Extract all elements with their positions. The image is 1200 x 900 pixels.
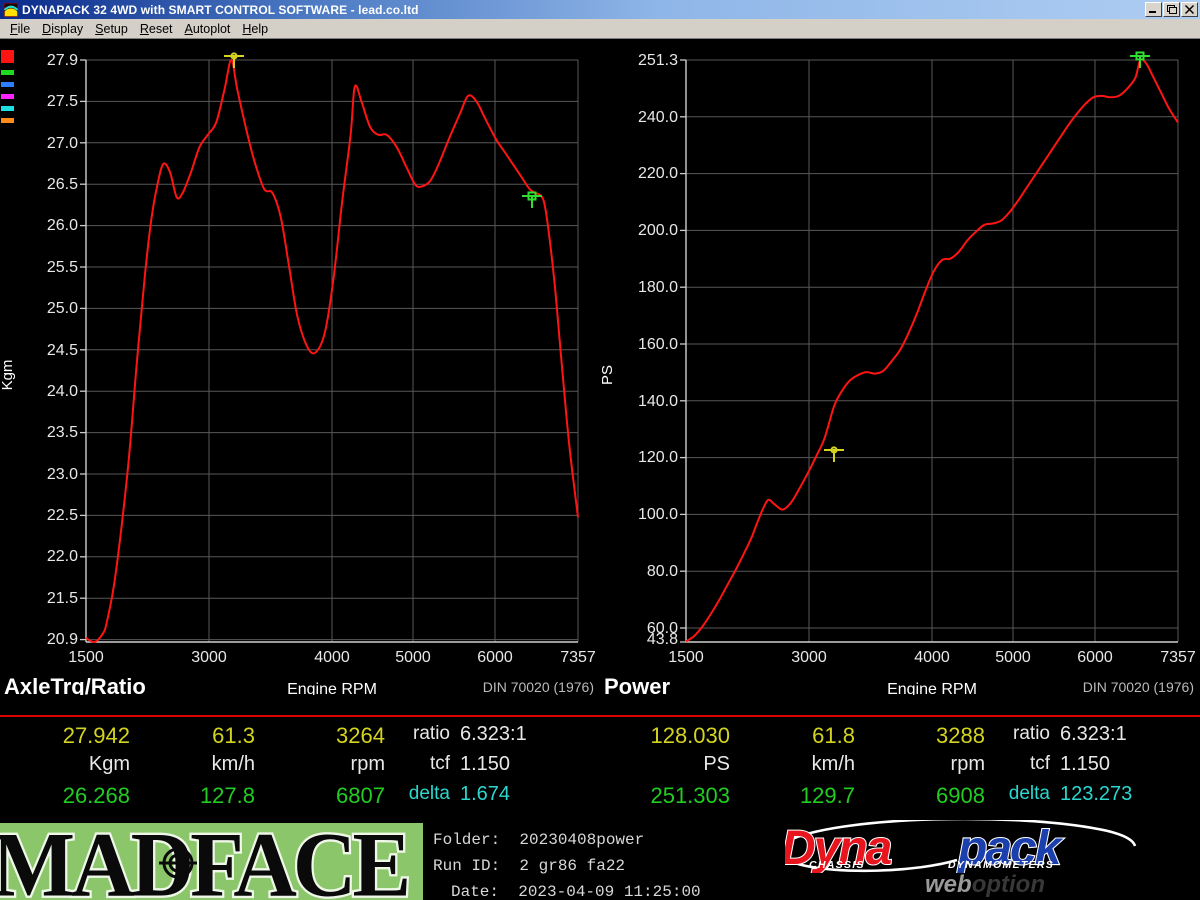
svg-text:80.0: 80.0 <box>647 563 678 580</box>
svg-text:160.0: 160.0 <box>638 336 678 353</box>
svg-text:25.5: 25.5 <box>47 259 78 276</box>
svg-text:DIN 70020 (1976): DIN 70020 (1976) <box>1083 679 1194 695</box>
svg-text:24.0: 24.0 <box>47 383 78 400</box>
svg-text:7357: 7357 <box>1160 649 1196 666</box>
svg-text:24.5: 24.5 <box>47 342 78 359</box>
svg-text:43.8: 43.8 <box>647 631 678 648</box>
svg-text:4000: 4000 <box>914 649 950 666</box>
svg-text:1500: 1500 <box>668 649 704 666</box>
svg-text:21.5: 21.5 <box>47 590 78 607</box>
svg-text:3000: 3000 <box>791 649 827 666</box>
svg-text:251.3: 251.3 <box>638 52 678 69</box>
svg-text:23.5: 23.5 <box>47 424 78 441</box>
svg-text:25.0: 25.0 <box>47 300 78 317</box>
svg-text:27.0: 27.0 <box>47 135 78 152</box>
svg-text:240.0: 240.0 <box>638 109 678 126</box>
svg-text:180.0: 180.0 <box>638 279 678 296</box>
svg-text:120.0: 120.0 <box>638 449 678 466</box>
svg-text:6000: 6000 <box>477 649 513 666</box>
svg-text:3000: 3000 <box>191 649 227 666</box>
svg-text:6000: 6000 <box>1077 649 1113 666</box>
svg-text:140.0: 140.0 <box>638 393 678 410</box>
svg-text:22.5: 22.5 <box>47 507 78 524</box>
svg-text:5000: 5000 <box>395 649 431 666</box>
svg-text:200.0: 200.0 <box>638 222 678 239</box>
svg-text:Kgm: Kgm <box>0 360 16 391</box>
svg-text:1500: 1500 <box>68 649 104 666</box>
svg-text:22.0: 22.0 <box>47 548 78 565</box>
svg-text:27.9: 27.9 <box>47 52 78 69</box>
svg-text:5000: 5000 <box>995 649 1031 666</box>
svg-text:23.0: 23.0 <box>47 466 78 483</box>
svg-text:26.0: 26.0 <box>47 217 78 234</box>
svg-text:PS: PS <box>600 365 616 385</box>
svg-text:4000: 4000 <box>314 649 350 666</box>
svg-text:DIN 70020 (1976): DIN 70020 (1976) <box>483 679 594 695</box>
svg-text:100.0: 100.0 <box>638 506 678 523</box>
svg-text:20.9: 20.9 <box>47 631 78 648</box>
svg-text:220.0: 220.0 <box>638 165 678 182</box>
svg-text:MADFACE: MADFACE <box>0 823 407 900</box>
svg-text:7357: 7357 <box>560 649 596 666</box>
svg-text:27.5: 27.5 <box>47 93 78 110</box>
svg-text:26.5: 26.5 <box>47 176 78 193</box>
